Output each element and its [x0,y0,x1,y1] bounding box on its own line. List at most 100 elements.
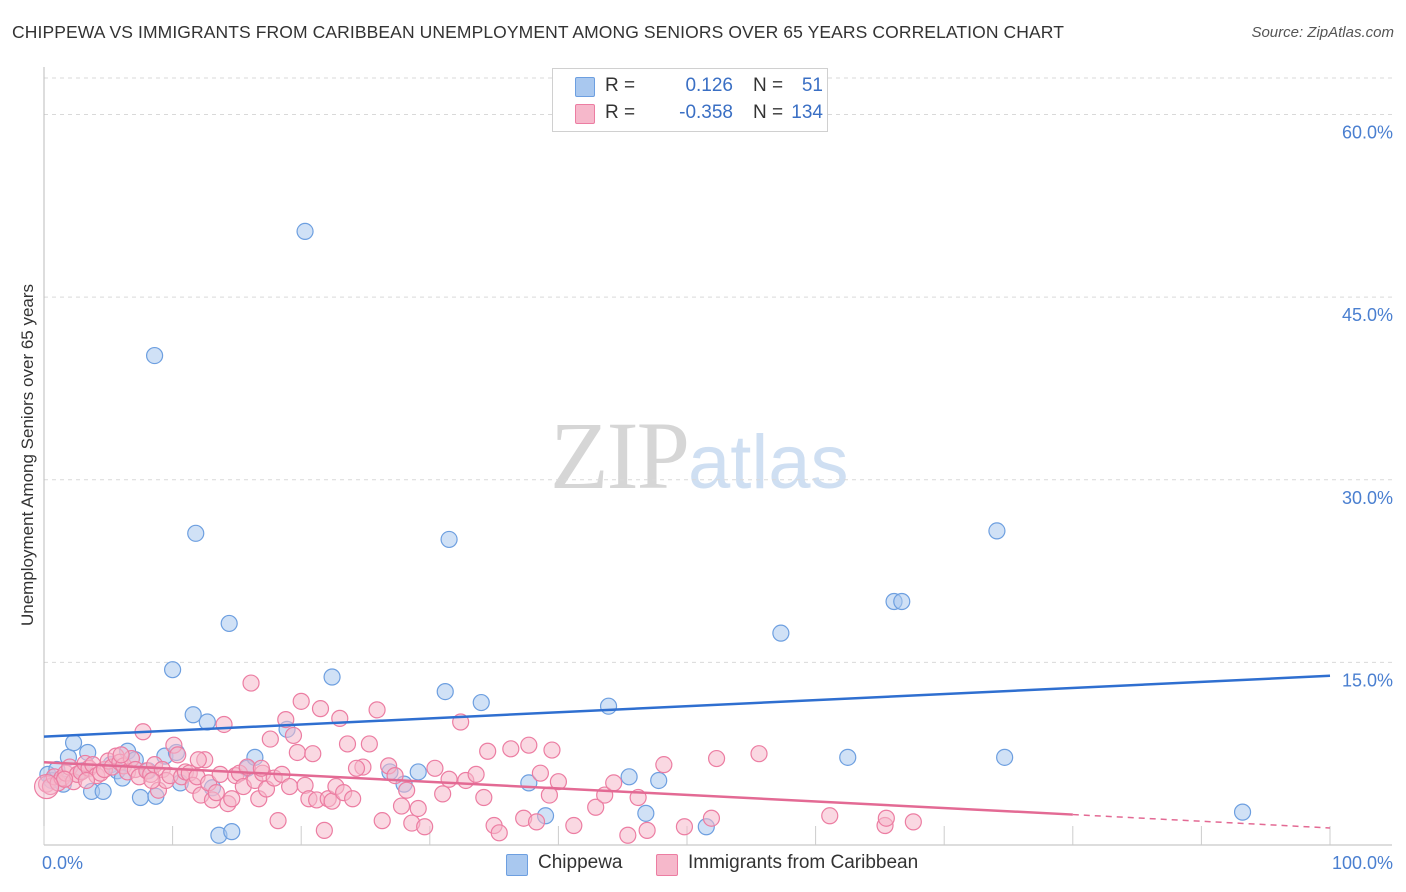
point-chippewa [223,823,241,841]
point-caribbean [675,818,694,836]
point-caribbean [143,771,161,790]
correlation-legend: R = 0.126 N = 51 R = -0.358 N = 134 [552,68,828,132]
point-caribbean [707,749,726,768]
series-legend: Chippewa Immigrants from Caribbean [0,852,1406,878]
y-tick-label: 45.0% [1342,305,1393,325]
legend-swatch-chippewa [506,854,528,876]
point-chippewa [94,782,112,801]
point-chippewa [988,522,1006,540]
point-caribbean [434,785,452,803]
point-caribbean [409,799,427,818]
point-chippewa [323,668,341,686]
point-caribbean [549,773,568,791]
point-caribbean [490,824,508,842]
point-chippewa [409,763,427,781]
legend-n-value: 51 [801,75,823,96]
point-caribbean [416,818,434,836]
point-caribbean [638,821,656,839]
point-chippewa [839,748,857,766]
point-caribbean [877,809,895,827]
point-caribbean [821,807,839,825]
point-caribbean [543,741,561,759]
point-caribbean [479,742,497,760]
point-caribbean [169,746,187,764]
x-tick-label-max: 100.0% [1332,853,1393,873]
point-caribbean [520,736,538,754]
point-caribbean [398,781,416,799]
legend-r-value: 0.126 [685,75,733,96]
point-chippewa [472,693,490,712]
point-chippewa [64,734,83,752]
legend-n-label: N = [753,102,784,123]
point-chippewa [1233,803,1252,821]
trend-line-caribbean-extension [1072,813,1331,829]
point-chippewa [131,788,150,807]
point-caribbean [467,765,485,783]
point-caribbean [605,774,623,792]
point-caribbean [502,740,520,758]
y-tick-label: 30.0% [1342,488,1393,508]
point-caribbean-cluster [33,773,60,800]
point-caribbean [392,797,411,815]
point-caribbean [702,809,721,827]
point-chippewa [296,222,314,240]
point-chippewa [220,614,238,633]
legend-swatch-chippewa [575,77,595,97]
source-label: Source: ZipAtlas.com [1251,24,1394,41]
point-caribbean [655,756,673,774]
point-chippewa [650,771,668,790]
point-caribbean [277,711,295,729]
legend-swatch-caribbean [575,104,595,124]
point-chippewa [996,748,1014,766]
point-chippewa [184,706,202,724]
point-caribbean [338,735,357,753]
y-axis-label: Unemployment Among Seniors over 65 years [18,284,37,626]
legend-n-label: N = [753,75,784,96]
point-chippewa [145,346,164,365]
point-caribbean [315,821,333,839]
point-caribbean [211,765,229,783]
point-chippewa [599,697,618,715]
series-chippewa [39,222,1252,844]
point-caribbean [565,816,583,835]
point-caribbean [189,751,207,769]
point-caribbean [426,759,444,777]
legend-label-caribbean: Immigrants from Caribbean [688,852,919,873]
point-caribbean [284,726,303,745]
point-chippewa [620,768,638,786]
point-chippewa [893,592,911,611]
point-caribbean [311,700,330,718]
point-caribbean [368,701,386,719]
y-tick-label: 15.0% [1342,670,1393,690]
point-caribbean [77,771,96,790]
point-caribbean [288,743,306,762]
x-tick-label-min: 0.0% [42,853,83,873]
point-caribbean [527,813,546,831]
point-caribbean [292,692,310,710]
point-caribbean [750,745,768,763]
point-caribbean [223,790,241,808]
trend-line-caribbean [43,760,1073,816]
point-chippewa [164,661,182,679]
point-caribbean [373,812,391,830]
point-caribbean [475,788,493,807]
trend-lines [43,674,1331,829]
point-chippewa [440,530,458,549]
legend-label-chippewa: Chippewa [538,852,623,873]
point-caribbean [587,798,605,816]
point-chippewa [637,804,655,822]
point-caribbean [619,826,637,844]
point-caribbean [360,735,378,753]
legend-r-value: -0.358 [679,102,733,123]
tick-labels: 15.0% 30.0% 45.0% 60.0% 0.0% 100.0% [42,123,1393,873]
legend-n-value: 134 [791,102,823,123]
legend-swatch-caribbean [656,854,678,876]
point-caribbean [440,770,458,788]
gridlines [44,77,1392,663]
y-tick-label: 60.0% [1342,123,1393,143]
legend-r-label: R = [605,75,636,96]
point-caribbean [281,777,299,796]
point-caribbean [344,790,362,808]
point-caribbean [904,813,922,831]
